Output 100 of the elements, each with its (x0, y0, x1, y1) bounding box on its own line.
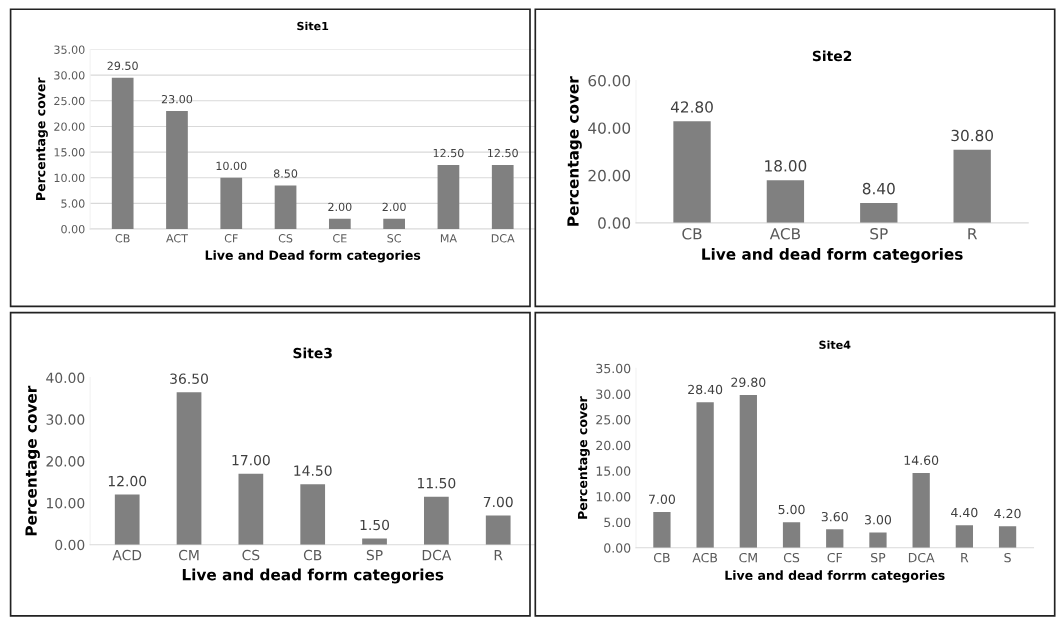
data-label: 29.50 (107, 61, 138, 71)
y-tick-label: 60.00 (588, 74, 631, 87)
x-tick-label: DCA (491, 234, 515, 243)
bar (869, 532, 887, 548)
y-axis-title: Percentage cover (25, 385, 40, 536)
x-tick-label: CS (278, 234, 293, 243)
y-tick-label: 5.00 (61, 199, 85, 208)
y-tick-label: 5.00 (604, 517, 631, 528)
bar (491, 164, 514, 230)
bar (362, 538, 387, 545)
x-tick-label: ACB (769, 227, 800, 240)
data-label: 2.00 (328, 202, 352, 212)
y-tick-label: 10.00 (54, 173, 85, 183)
bar (826, 529, 844, 548)
data-label: 36.50 (170, 373, 208, 384)
x-tick-label: SP (870, 227, 888, 240)
y-tick-label: 0.00 (61, 225, 85, 234)
x-tick-label: SP (366, 549, 383, 561)
x-tick-label: CB (653, 552, 670, 563)
chart-title: Site4 (819, 340, 851, 350)
x-tick-label: SP (871, 552, 886, 563)
data-label: 12.50 (488, 148, 518, 158)
x-tick-label: ACD (112, 549, 142, 561)
x-tick-label: CE (333, 234, 347, 243)
y-tick-label: 15.00 (54, 148, 85, 157)
y-tick-label: 10.00 (47, 497, 85, 509)
y-tick-label: 0.00 (598, 217, 631, 229)
bar (166, 111, 188, 230)
y-tick-label: 30.00 (54, 71, 85, 80)
x-tick-label: R (961, 553, 969, 563)
x-axis-title: Live and dead form categories (702, 248, 963, 263)
x-tick-label: R (968, 228, 978, 240)
y-axis-title: Percentage cover (567, 76, 582, 226)
y-tick-label: 25.00 (54, 96, 85, 106)
bar (998, 526, 1017, 548)
chart-title: Site3 (293, 347, 332, 359)
bar (274, 185, 297, 230)
data-label: 10.00 (216, 161, 247, 171)
x-tick-label: DCA (422, 549, 452, 561)
bar (424, 496, 449, 545)
x-tick-label: CM (178, 549, 199, 561)
data-label: 4.40 (951, 507, 978, 518)
x-tick-label: CS (242, 549, 260, 561)
y-tick-label: 35.00 (596, 363, 631, 374)
x-axis-title: Live and Dead form categories (205, 250, 421, 263)
x-tick-label: CS (783, 552, 800, 563)
bar (300, 484, 326, 545)
y-axis-title: Percentage cover (577, 396, 590, 519)
data-label: 23.00 (161, 94, 193, 104)
bar (220, 177, 243, 230)
bar (766, 180, 805, 223)
bar (111, 77, 134, 230)
data-label: 3.00 (864, 515, 892, 525)
x-tick-label: ACB (692, 552, 718, 563)
x-tick-label: SC (387, 234, 401, 243)
bar (912, 472, 930, 548)
y-axis-title: Percentage cover (36, 77, 48, 200)
y-tick-label: 20.00 (46, 456, 85, 467)
bar (955, 525, 974, 548)
bar (653, 511, 671, 548)
y-tick-label: 10.00 (596, 492, 631, 502)
bar (437, 164, 460, 230)
y-tick-label: 35.00 (54, 45, 85, 54)
y-tick-label: 25.00 (596, 415, 631, 425)
x-tick-label: MA (440, 234, 457, 243)
bar (782, 522, 801, 548)
bar (328, 218, 351, 230)
bar (485, 515, 511, 545)
x-tick-label: S (1004, 552, 1011, 563)
data-label: 5.00 (778, 504, 805, 515)
data-label: 29.80 (731, 377, 766, 387)
y-tick-label: 20.00 (54, 122, 85, 131)
x-tick-label: CF (827, 552, 842, 563)
data-label: 12.00 (108, 475, 147, 487)
data-label: 14.50 (294, 465, 332, 476)
data-label: 18.00 (765, 160, 807, 172)
x-tick-label: CM (739, 552, 757, 563)
bar (673, 121, 711, 223)
bar (176, 392, 202, 545)
data-label: 42.80 (670, 101, 713, 113)
x-tick-label: CF (224, 234, 238, 243)
chart-title: Site1 (297, 21, 329, 31)
y-tick-label: 15.00 (596, 466, 631, 476)
data-label: 28.40 (688, 384, 723, 395)
data-label: 12.50 (433, 148, 464, 158)
data-label: 1.50 (360, 519, 390, 531)
bar (383, 218, 405, 230)
data-label: 3.60 (821, 511, 848, 522)
data-label: 14.60 (904, 455, 939, 465)
y-tick-label: 40.00 (588, 122, 631, 134)
y-tick-label: 0.00 (604, 543, 631, 553)
data-label: 8.50 (273, 169, 298, 178)
x-tick-label: DCA (908, 552, 935, 563)
data-label: 30.80 (951, 129, 994, 142)
bar (860, 202, 898, 223)
x-axis-title: Live and dead form categories (182, 568, 444, 584)
x-tick-label: R (494, 550, 503, 561)
data-label: 11.50 (418, 477, 456, 489)
y-tick-label: 30.00 (596, 389, 631, 399)
y-tick-label: 20.00 (588, 169, 631, 182)
